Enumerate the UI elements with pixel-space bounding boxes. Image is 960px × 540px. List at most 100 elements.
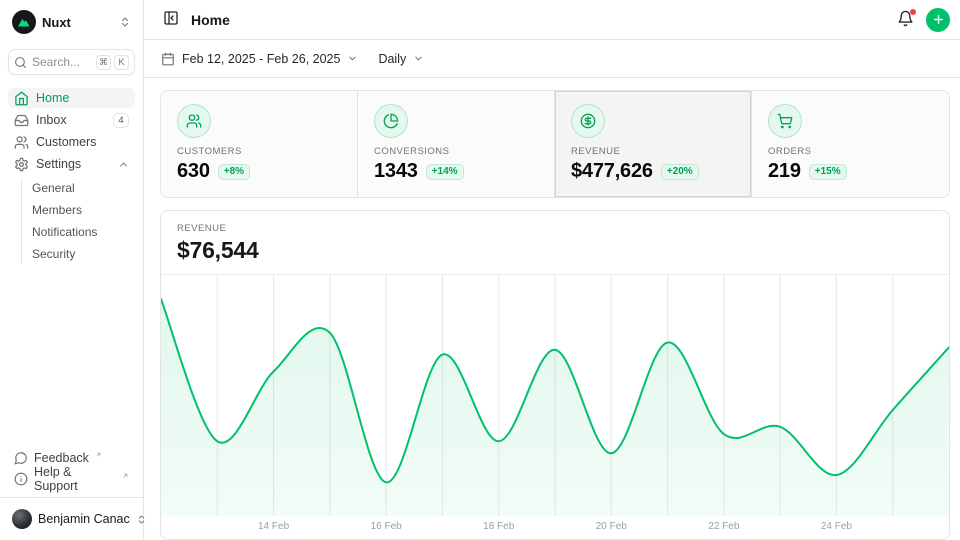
dollar-circle-icon xyxy=(571,104,605,138)
stat-delta-badge: +14% xyxy=(425,163,464,180)
chevrons-up-down-icon xyxy=(119,16,131,28)
feedback-link[interactable]: Feedback xyxy=(8,447,135,468)
stat-label: REVENUE xyxy=(571,146,621,157)
date-range-picker[interactable]: Feb 12, 2025 - Feb 26, 2025 xyxy=(161,52,358,66)
revenue-chart-card: REVENUE $76,544 14 Feb 16 Feb 18 Feb 20 Feb… xyxy=(160,210,950,540)
revenue-chart[interactable]: 14 Feb 16 Feb 18 Feb 20 Feb 22 Feb 24 Feb xyxy=(161,275,949,539)
page-title: Home xyxy=(191,11,230,28)
users-icon xyxy=(177,104,211,138)
cart-icon xyxy=(768,104,802,138)
x-tick-label: 24 Feb xyxy=(820,521,852,532)
sidebar-item-customers[interactable]: Customers xyxy=(8,132,135,152)
plus-icon xyxy=(932,13,945,26)
x-tick-label: 20 Feb xyxy=(595,521,627,532)
stat-value: $477,626 xyxy=(571,160,653,182)
chevron-down-icon xyxy=(413,53,424,64)
main-area: Home Feb 12, 2 xyxy=(144,0,960,540)
sidebar-item-general[interactable]: General xyxy=(32,181,75,195)
arrow-up-right-icon xyxy=(122,472,129,479)
feedback-label: Feedback xyxy=(34,450,89,465)
search-icon xyxy=(14,56,27,69)
sidebar-item-label: Settings xyxy=(36,157,82,171)
sidebar-divider xyxy=(0,497,143,498)
stat-label: CUSTOMERS xyxy=(177,146,242,157)
chart-x-axis: 14 Feb 16 Feb 18 Feb 20 Feb 22 Feb 24 Feb xyxy=(161,516,949,539)
sidebar-item-label: Customers xyxy=(36,135,97,149)
x-tick-label: 14 Feb xyxy=(257,521,290,532)
chevrons-up-down-icon xyxy=(136,514,147,525)
stat-card-conversions[interactable]: CONVERSIONS 1343 +14% xyxy=(358,91,555,197)
k-key: K xyxy=(114,54,129,70)
stat-label: ORDERS xyxy=(768,146,812,157)
sidebar-item-home[interactable]: Home xyxy=(8,88,135,108)
stat-card-revenue[interactable]: REVENUE $477,626 +20% xyxy=(555,91,752,197)
users-icon xyxy=(14,135,29,150)
info-icon xyxy=(14,472,28,486)
sidebar-collapse-button[interactable] xyxy=(161,8,181,31)
help-support-link[interactable]: Help & Support xyxy=(8,465,135,493)
x-tick-label: 22 Feb xyxy=(708,521,740,532)
page-header: Home xyxy=(144,0,960,40)
notifications-button[interactable] xyxy=(895,8,916,32)
help-support-label: Help & Support xyxy=(34,464,78,493)
granularity-value: Daily xyxy=(378,51,407,66)
search-shortcut: ⌘ K xyxy=(96,54,129,70)
add-button[interactable] xyxy=(926,7,950,32)
sidebar-footer: Feedback Help & Support Benjamin Canac xyxy=(0,447,144,532)
search-input[interactable]: Search... ⌘ K xyxy=(8,49,135,75)
granularity-select[interactable]: Daily xyxy=(378,52,424,66)
page-content: CUSTOMERS 630 +8% CONVERSIONS 1343 +14% xyxy=(144,78,960,540)
inbox-count-badge: 4 xyxy=(113,112,129,128)
sidebar: Nuxt Search... ⌘ K Home xyxy=(0,0,144,540)
settings-sub-list: General Members Notifications Security xyxy=(21,178,135,264)
chart-title: REVENUE xyxy=(177,223,227,234)
avatar xyxy=(12,509,32,529)
stat-value: 219 xyxy=(768,160,801,182)
workspace-name: Nuxt xyxy=(42,14,71,30)
stat-value: 630 xyxy=(177,160,210,182)
calendar-icon xyxy=(161,52,175,66)
x-tick-label: 18 Feb xyxy=(483,521,515,532)
bell-icon xyxy=(897,10,914,30)
chart-total-value: $76,544 xyxy=(177,237,259,263)
x-tick-label: 16 Feb xyxy=(370,521,402,532)
arrow-up-right-icon xyxy=(95,451,102,458)
stat-delta-badge: +20% xyxy=(660,163,699,180)
stat-delta-badge: +8% xyxy=(217,163,251,180)
date-range-value: Feb 12, 2025 - Feb 26, 2025 xyxy=(182,51,341,66)
filter-toolbar: Feb 12, 2025 - Feb 26, 2025 Daily xyxy=(144,40,960,78)
sidebar-item-members[interactable]: Members xyxy=(32,203,83,217)
sidebar-item-label: Inbox xyxy=(36,113,67,127)
chevron-down-icon xyxy=(347,53,358,64)
stat-value: 1343 xyxy=(374,160,418,182)
user-name: Benjamin Canac xyxy=(38,512,130,526)
inbox-icon xyxy=(14,113,29,128)
stat-card-orders[interactable]: ORDERS 219 +15% xyxy=(752,91,949,197)
chevron-up-icon xyxy=(118,159,129,170)
gear-icon xyxy=(14,157,29,172)
sidebar-item-notifications[interactable]: Notifications xyxy=(32,225,98,239)
stat-card-customers[interactable]: CUSTOMERS 630 +8% xyxy=(161,91,358,197)
workspace-switcher[interactable]: Nuxt xyxy=(8,8,135,36)
chart-header: REVENUE $76,544 xyxy=(161,211,949,275)
command-key: ⌘ xyxy=(96,54,111,70)
sidebar-item-label: Home xyxy=(36,91,70,105)
header-actions xyxy=(895,7,950,32)
revenue-chart-svg xyxy=(161,275,949,516)
sidebar-nav: Home Inbox 4 Customers Settings xyxy=(8,88,135,264)
message-bubble-icon xyxy=(14,451,28,465)
stat-delta-badge: +15% xyxy=(808,163,847,180)
notification-dot xyxy=(910,8,916,15)
stat-label: CONVERSIONS xyxy=(374,146,450,157)
sidebar-item-inbox[interactable]: Inbox 4 xyxy=(8,110,135,130)
pie-chart-icon xyxy=(374,104,408,138)
nuxt-logo-icon xyxy=(12,10,36,34)
user-menu[interactable]: Benjamin Canac xyxy=(8,506,144,532)
stats-row: CUSTOMERS 630 +8% CONVERSIONS 1343 +14% xyxy=(160,90,950,198)
panel-toggle-icon xyxy=(163,10,179,29)
sidebar-item-settings[interactable]: Settings xyxy=(8,154,135,174)
home-icon xyxy=(14,91,29,106)
search-placeholder: Search... xyxy=(32,55,81,69)
sidebar-item-security[interactable]: Security xyxy=(32,247,76,261)
